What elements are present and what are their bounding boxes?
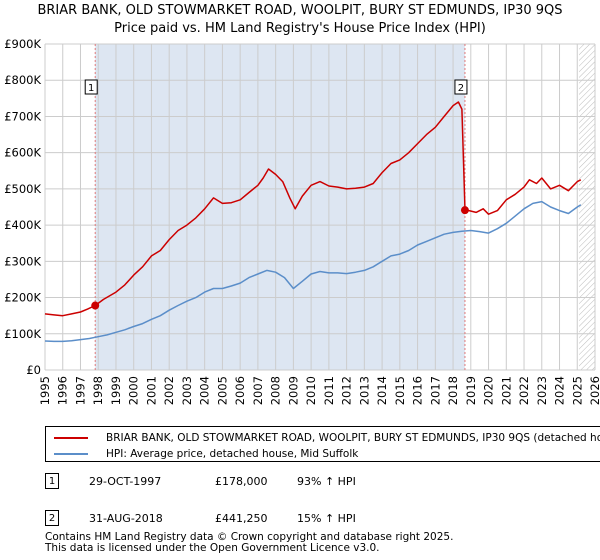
y-tick-label: £400K (4, 218, 41, 232)
x-tick-label: 2021 (499, 376, 513, 405)
x-tick-label: 2014 (375, 376, 389, 405)
property-price-line (44, 101, 582, 317)
title-line-1: BRIAR BANK, OLD STOWMARKET ROAD, WOOLPIT… (37, 3, 563, 18)
price-chart: 1 2 £0 £100K £200K £300K £400K £500K £600K £700K £… (4, 37, 600, 405)
sales-table: 1 29-OCT-1997 £178,000 93% ↑ HPI 2 31-AU… (45, 472, 425, 546)
x-tick-label: 1999 (109, 376, 123, 405)
x-tick-label: 2007 (251, 376, 265, 405)
legend-property-label: BRIAR BANK, OLD STOWMARKET ROAD, WOOLPIT… (106, 432, 600, 444)
sale-row: 1 29-OCT-1997 £178,000 93% ↑ HPI (45, 472, 425, 492)
y-tick-label: £500K (4, 182, 41, 196)
y-tick-label: £800K (4, 73, 41, 87)
sale-hpi-change: 15% ↑ HPI (297, 512, 356, 525)
x-tick-label: 2018 (446, 376, 460, 405)
sale-label-text: 2 (458, 83, 464, 94)
y-tick-label: £700K (4, 109, 41, 123)
sale-point (91, 301, 100, 310)
x-tick-label: 2025 (570, 376, 584, 405)
x-tick-label: 2003 (180, 376, 194, 405)
legend: BRIAR BANK, OLD STOWMARKET ROAD, WOOLPIT… (45, 426, 600, 462)
sale-row: 2 31-AUG-2018 £441,250 15% ↑ HPI (45, 509, 425, 529)
sale-price: £178,000 (215, 475, 268, 488)
x-tick-label: 1995 (38, 376, 52, 405)
legend-hpi: HPI: Average price, detached house, Mid … (54, 447, 358, 461)
legend-property: BRIAR BANK, OLD STOWMARKET ROAD, WOOLPIT… (54, 431, 600, 445)
legend-property-swatch (54, 437, 88, 439)
x-tick-label: 2010 (304, 376, 318, 405)
x-tick-label: 2011 (322, 376, 336, 405)
x-tick-label: 2012 (340, 376, 354, 405)
title-line-2: Price paid vs. HM Land Registry's House … (114, 21, 486, 36)
x-tick-label: 2002 (162, 376, 176, 405)
x-tick-label: 2022 (517, 376, 531, 405)
x-tick-label: 2008 (269, 376, 283, 405)
sale-number-box: 1 (45, 473, 59, 489)
x-tick-label: 2004 (198, 376, 212, 405)
sale-number-box: 2 (45, 510, 59, 526)
x-tick-label: 2000 (127, 376, 141, 405)
x-tick-label: 2005 (215, 376, 229, 405)
x-tick-label: 2023 (535, 376, 549, 405)
hpi-line (44, 200, 582, 343)
sale-point (460, 206, 469, 215)
y-tick-label: £100K (4, 327, 41, 341)
footer-line-1: Contains HM Land Registry data © Crown c… (45, 531, 454, 543)
chart-title: BRIAR BANK, OLD STOWMARKET ROAD, WOOLPIT… (0, 2, 600, 38)
y-tick-label: £200K (4, 291, 41, 305)
legend-hpi-swatch (54, 453, 88, 455)
x-tick-label: 2013 (357, 376, 371, 405)
x-tick-label: 1997 (73, 376, 87, 405)
y-tick-label: £900K (4, 37, 41, 51)
sale-label-box (84, 79, 98, 95)
forecast-hatch (579, 44, 595, 370)
x-tick-label: 1998 (91, 376, 105, 405)
x-tick-label: 2020 (482, 376, 496, 405)
sale-date: 29-OCT-1997 (89, 475, 162, 488)
x-tick-label: 2017 (428, 376, 442, 405)
x-tick-label: 2015 (393, 376, 407, 405)
footer: Contains HM Land Registry data © Crown c… (45, 532, 453, 554)
legend-hpi-label: HPI: Average price, detached house, Mid … (106, 448, 359, 460)
x-tick-label: 2016 (411, 376, 425, 405)
x-tick-label: 2009 (286, 376, 300, 405)
x-tick-label: 1996 (56, 376, 70, 405)
x-tick-label: 2001 (144, 376, 158, 405)
x-tick-label: 2019 (464, 376, 478, 405)
sale-hpi-change: 93% ↑ HPI (297, 475, 356, 488)
y-tick-label: £0 (26, 363, 41, 377)
shaded-period (95, 44, 465, 370)
sale-price: £441,250 (215, 512, 268, 525)
x-tick-label: 2026 (588, 376, 600, 405)
y-tick-label: £300K (4, 254, 41, 268)
sale-label-text: 1 (88, 83, 94, 94)
x-tick-label: 2024 (553, 376, 567, 405)
x-tick-label: 2006 (233, 376, 247, 405)
y-tick-label: £600K (4, 146, 41, 160)
sale-label-box (454, 79, 468, 95)
footer-line-2: This data is licensed under the Open Gov… (45, 542, 380, 554)
sale-date: 31-AUG-2018 (89, 512, 163, 525)
